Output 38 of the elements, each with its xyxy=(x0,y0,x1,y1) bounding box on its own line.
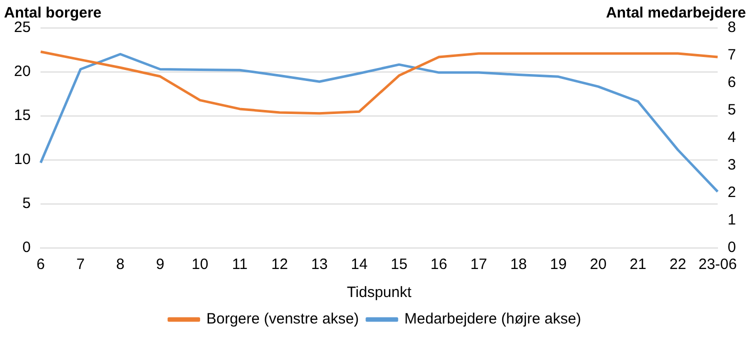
y-tick-label: 20 xyxy=(14,63,31,80)
x-tick-label: 14 xyxy=(350,256,368,274)
x-tick-label: 6 xyxy=(36,256,45,274)
legend-label: Medarbejdere (højre akse) xyxy=(404,310,582,328)
legend-label: Borgere (venstre akse) xyxy=(206,310,359,328)
y2-tick-label: 0 xyxy=(728,239,736,256)
x-tick-label: 8 xyxy=(116,256,124,274)
y2-tick-label: 5 xyxy=(728,102,736,119)
y2-tick-label: 7 xyxy=(728,46,736,64)
x-tick-label: 11 xyxy=(232,256,248,274)
y-tick-label: 5 xyxy=(22,195,31,212)
y2-tick-label: 8 xyxy=(728,19,736,36)
y-tick-label: 10 xyxy=(14,151,31,168)
x-tick-label: 23-06 xyxy=(698,256,737,274)
x-tick-label: 10 xyxy=(192,256,208,274)
x-tick-label: 21 xyxy=(630,256,646,274)
x-tick-label: 20 xyxy=(590,256,607,274)
y2-tick-label: 2 xyxy=(728,184,736,202)
x-tick-label: 7 xyxy=(76,256,85,274)
x-axis-title: Tidspunkt xyxy=(346,284,412,302)
x-tick-label: 12 xyxy=(271,256,288,274)
y2-tick-label: 4 xyxy=(728,129,736,146)
y2-axis-title: Antal medarbejdere xyxy=(606,4,746,22)
x-tick-label: 9 xyxy=(156,256,164,274)
x-tick-label: 17 xyxy=(470,256,488,274)
y2-tick-label: 1 xyxy=(728,212,736,229)
x-tick-label: 15 xyxy=(390,256,408,274)
y2-tick-label: 3 xyxy=(728,156,736,174)
y-tick-label: 0 xyxy=(22,239,31,256)
y-axis-title: Antal borgere xyxy=(4,4,102,22)
y-tick-label: 25 xyxy=(14,19,31,36)
x-tick-label: 19 xyxy=(550,256,567,274)
x-tick-label: 16 xyxy=(430,256,448,274)
x-tick-label: 18 xyxy=(510,256,527,274)
y-tick-label: 15 xyxy=(14,107,31,124)
y2-tick-label: 6 xyxy=(728,74,736,92)
x-tick-label: 22 xyxy=(669,256,686,274)
x-tick-label: 13 xyxy=(311,256,328,274)
